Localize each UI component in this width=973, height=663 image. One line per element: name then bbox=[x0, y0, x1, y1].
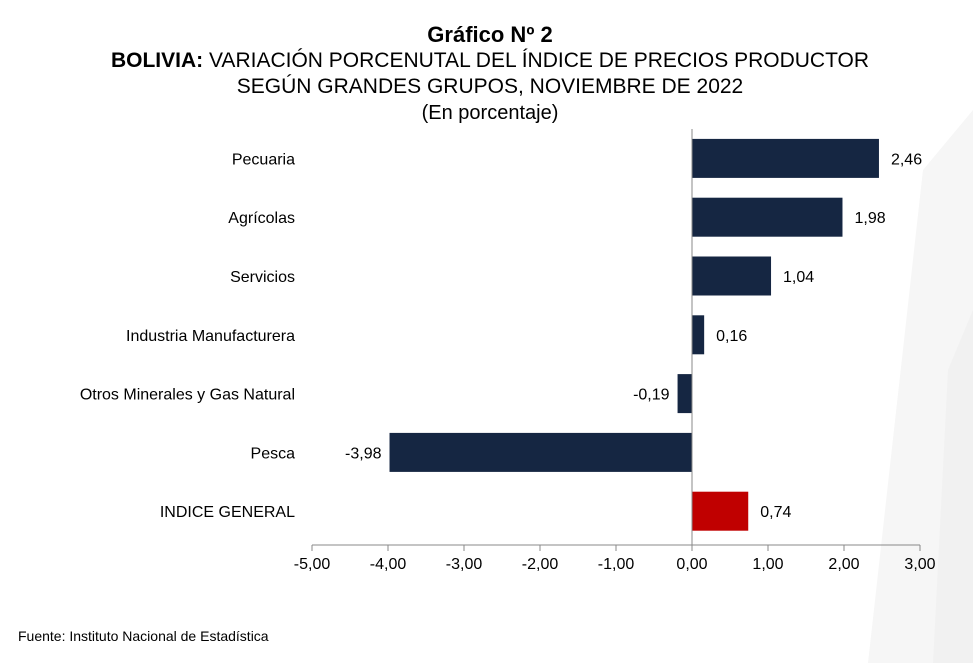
x-tick-label-8: 3,00 bbox=[904, 556, 935, 573]
category-label-4: Otros Minerales y Gas Natural bbox=[80, 387, 295, 404]
value-label-5: -3,98 bbox=[345, 445, 382, 462]
x-tick-label-4: -1,00 bbox=[598, 556, 635, 573]
value-label-2: 1,04 bbox=[783, 269, 814, 286]
bar-4 bbox=[677, 374, 692, 414]
x-tick-label-3: -2,00 bbox=[522, 556, 559, 573]
bar-5 bbox=[389, 432, 692, 472]
x-tick-label-1: -4,00 bbox=[370, 556, 407, 573]
source-note: Fuente: Instituto Nacional de Estadístic… bbox=[18, 628, 269, 644]
value-label-0: 2,46 bbox=[891, 151, 922, 168]
category-label-0: Pecuaria bbox=[232, 151, 295, 168]
x-tick-label-6: 1,00 bbox=[752, 556, 783, 573]
value-label-3: 0,16 bbox=[716, 328, 747, 345]
category-label-3: Industria Manufacturera bbox=[126, 328, 295, 345]
x-tick-label-0: -5,00 bbox=[294, 556, 331, 573]
bar-1 bbox=[692, 197, 843, 237]
x-tick-label-5: 0,00 bbox=[676, 556, 707, 573]
chart-subtitle-line1: BOLIVIA: VARIACIÓN PORCENUTAL DEL ÍNDICE… bbox=[0, 48, 973, 74]
chart-subtitle-country: BOLIVIA: bbox=[110, 49, 204, 72]
bar-2 bbox=[692, 256, 772, 296]
value-label-6: 0,74 bbox=[760, 504, 791, 521]
chart-subtitle-text: VARIACIÓN PORCENUTAL DEL ÍNDICE DE PRECI… bbox=[208, 49, 870, 72]
category-label-2: Servicios bbox=[230, 269, 295, 286]
category-label-6: INDICE GENERAL bbox=[160, 504, 295, 521]
category-label-5: Pesca bbox=[251, 445, 296, 462]
chart-title-block: Gráfico Nº 2 BOLIVIA: VARIACIÓN PORCENUT… bbox=[0, 22, 973, 126]
x-tick-label-2: -3,00 bbox=[446, 556, 483, 573]
bar-0 bbox=[692, 138, 879, 178]
background-decoration bbox=[773, 110, 973, 663]
x-tick-label-7: 2,00 bbox=[828, 556, 859, 573]
bar-3 bbox=[692, 315, 705, 355]
chart-unit-note: (En porcentaje) bbox=[421, 102, 559, 124]
value-label-1: 1,98 bbox=[854, 210, 885, 227]
value-label-4: -0,19 bbox=[633, 387, 670, 404]
bar-chart: 2,46 Pecuaria 1,98 Agrícolas 1,04 Servicios 0,… bbox=[80, 129, 936, 573]
bar-6 bbox=[692, 491, 749, 531]
category-label-1: Agrícolas bbox=[228, 210, 295, 227]
chart-title: Gráfico Nº 2 bbox=[427, 22, 553, 47]
chart-subtitle-line2: SEGÚN GRANDES GRUPOS, NOVIEMBRE DE 2022 bbox=[236, 75, 744, 98]
